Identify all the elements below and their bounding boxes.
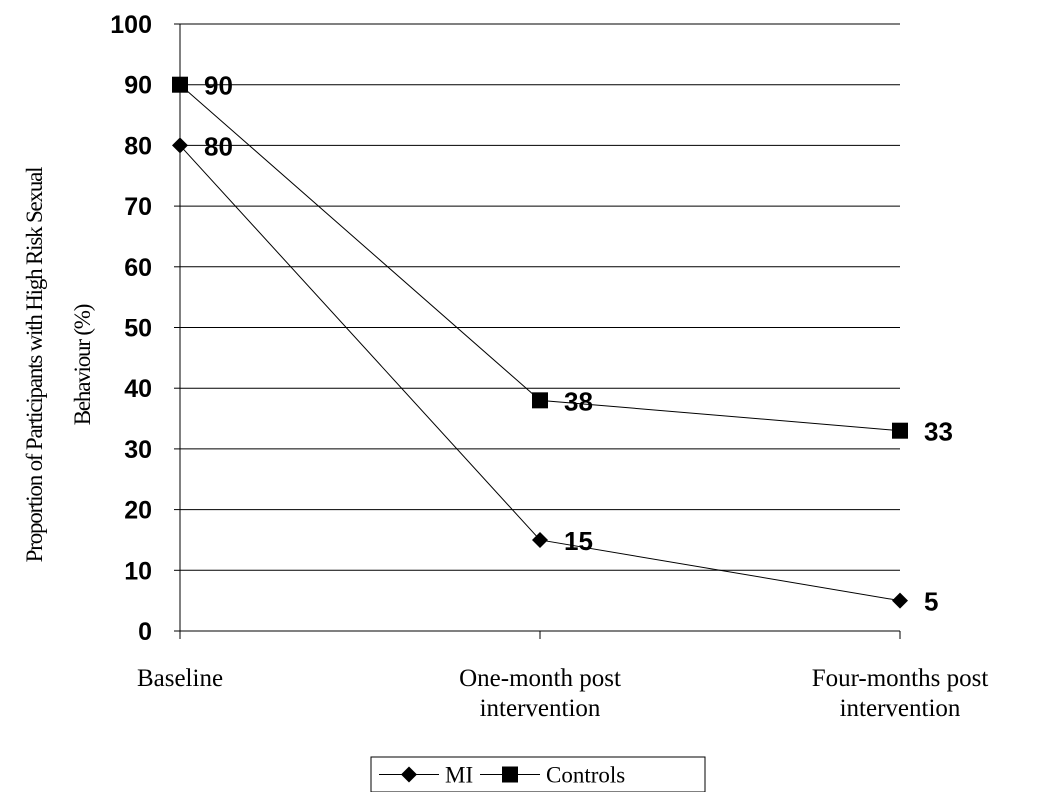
- y-tick-label-10: 10: [124, 557, 152, 585]
- y-tick-label-40: 40: [124, 375, 152, 403]
- y-tick-labels: 0 10 20 30 40 50 60 70 80 90 100: [110, 11, 152, 646]
- data-point-mi-2: [892, 592, 908, 609]
- legend-label-mi: MI: [445, 763, 473, 788]
- legend: MI Controls: [370, 756, 706, 792]
- data-labels: 80 15 5 90 38 33: [204, 71, 953, 617]
- x-tick-label-line: intervention: [480, 695, 601, 722]
- y-axis-label: Proportion of Participants with High Ris…: [22, 167, 95, 563]
- data-label-mi-0: 80: [204, 131, 233, 161]
- legend-marker-controls: [502, 766, 518, 783]
- y-tick-label-90: 90: [124, 72, 152, 100]
- x-tick-label-2: Four-months post intervention: [812, 665, 989, 722]
- y-tick-label-50: 50: [124, 315, 152, 343]
- y-tick-label-20: 20: [124, 497, 152, 525]
- data-label-mi-1: 15: [564, 526, 593, 556]
- legend-label-controls: Controls: [546, 763, 625, 788]
- data-point-controls-2: [892, 422, 908, 439]
- data-label-controls-1: 38: [564, 386, 593, 416]
- y-axis-title-line: Behaviour (%): [70, 304, 95, 425]
- series-line-controls: [179, 84, 901, 432]
- x-tick-label-line: Four-months post: [812, 665, 989, 692]
- data-point-controls-0: [172, 76, 188, 93]
- data-label-controls-2: 33: [924, 417, 953, 447]
- axes: [174, 23, 901, 639]
- x-tick-label-0: Baseline: [137, 665, 223, 692]
- y-axis-title: Proportion of Participants with High Ris…: [22, 167, 95, 563]
- y-tick-label-80: 80: [124, 132, 152, 160]
- y-tick-label-30: 30: [124, 436, 152, 464]
- y-tick-label-70: 70: [124, 193, 152, 221]
- series: [172, 76, 908, 609]
- data-point-mi-0: [172, 137, 188, 154]
- x-tick-labels: Baseline One-month post interventionFour-m…: [137, 665, 988, 722]
- x-tick-label-line: Baseline: [137, 665, 223, 692]
- x-tick-label-line: One-month post: [459, 665, 621, 692]
- legend-marker-mi: [401, 766, 417, 783]
- x-tick-label-line: intervention: [840, 695, 961, 722]
- data-point-mi-1: [532, 531, 548, 548]
- y-tick-label-60: 60: [124, 254, 152, 282]
- gridlines: [180, 23, 900, 571]
- y-axis-title-line: Proportion of Participants with High Ris…: [22, 167, 47, 563]
- data-label-mi-2: 5: [924, 587, 938, 617]
- y-tick-label-100: 100: [110, 11, 152, 39]
- x-tick-label-1: One-month post intervention: [459, 665, 621, 722]
- data-label-controls-0: 90: [204, 71, 233, 101]
- data-point-controls-1: [532, 392, 548, 409]
- y-tick-label-0: 0: [138, 618, 152, 646]
